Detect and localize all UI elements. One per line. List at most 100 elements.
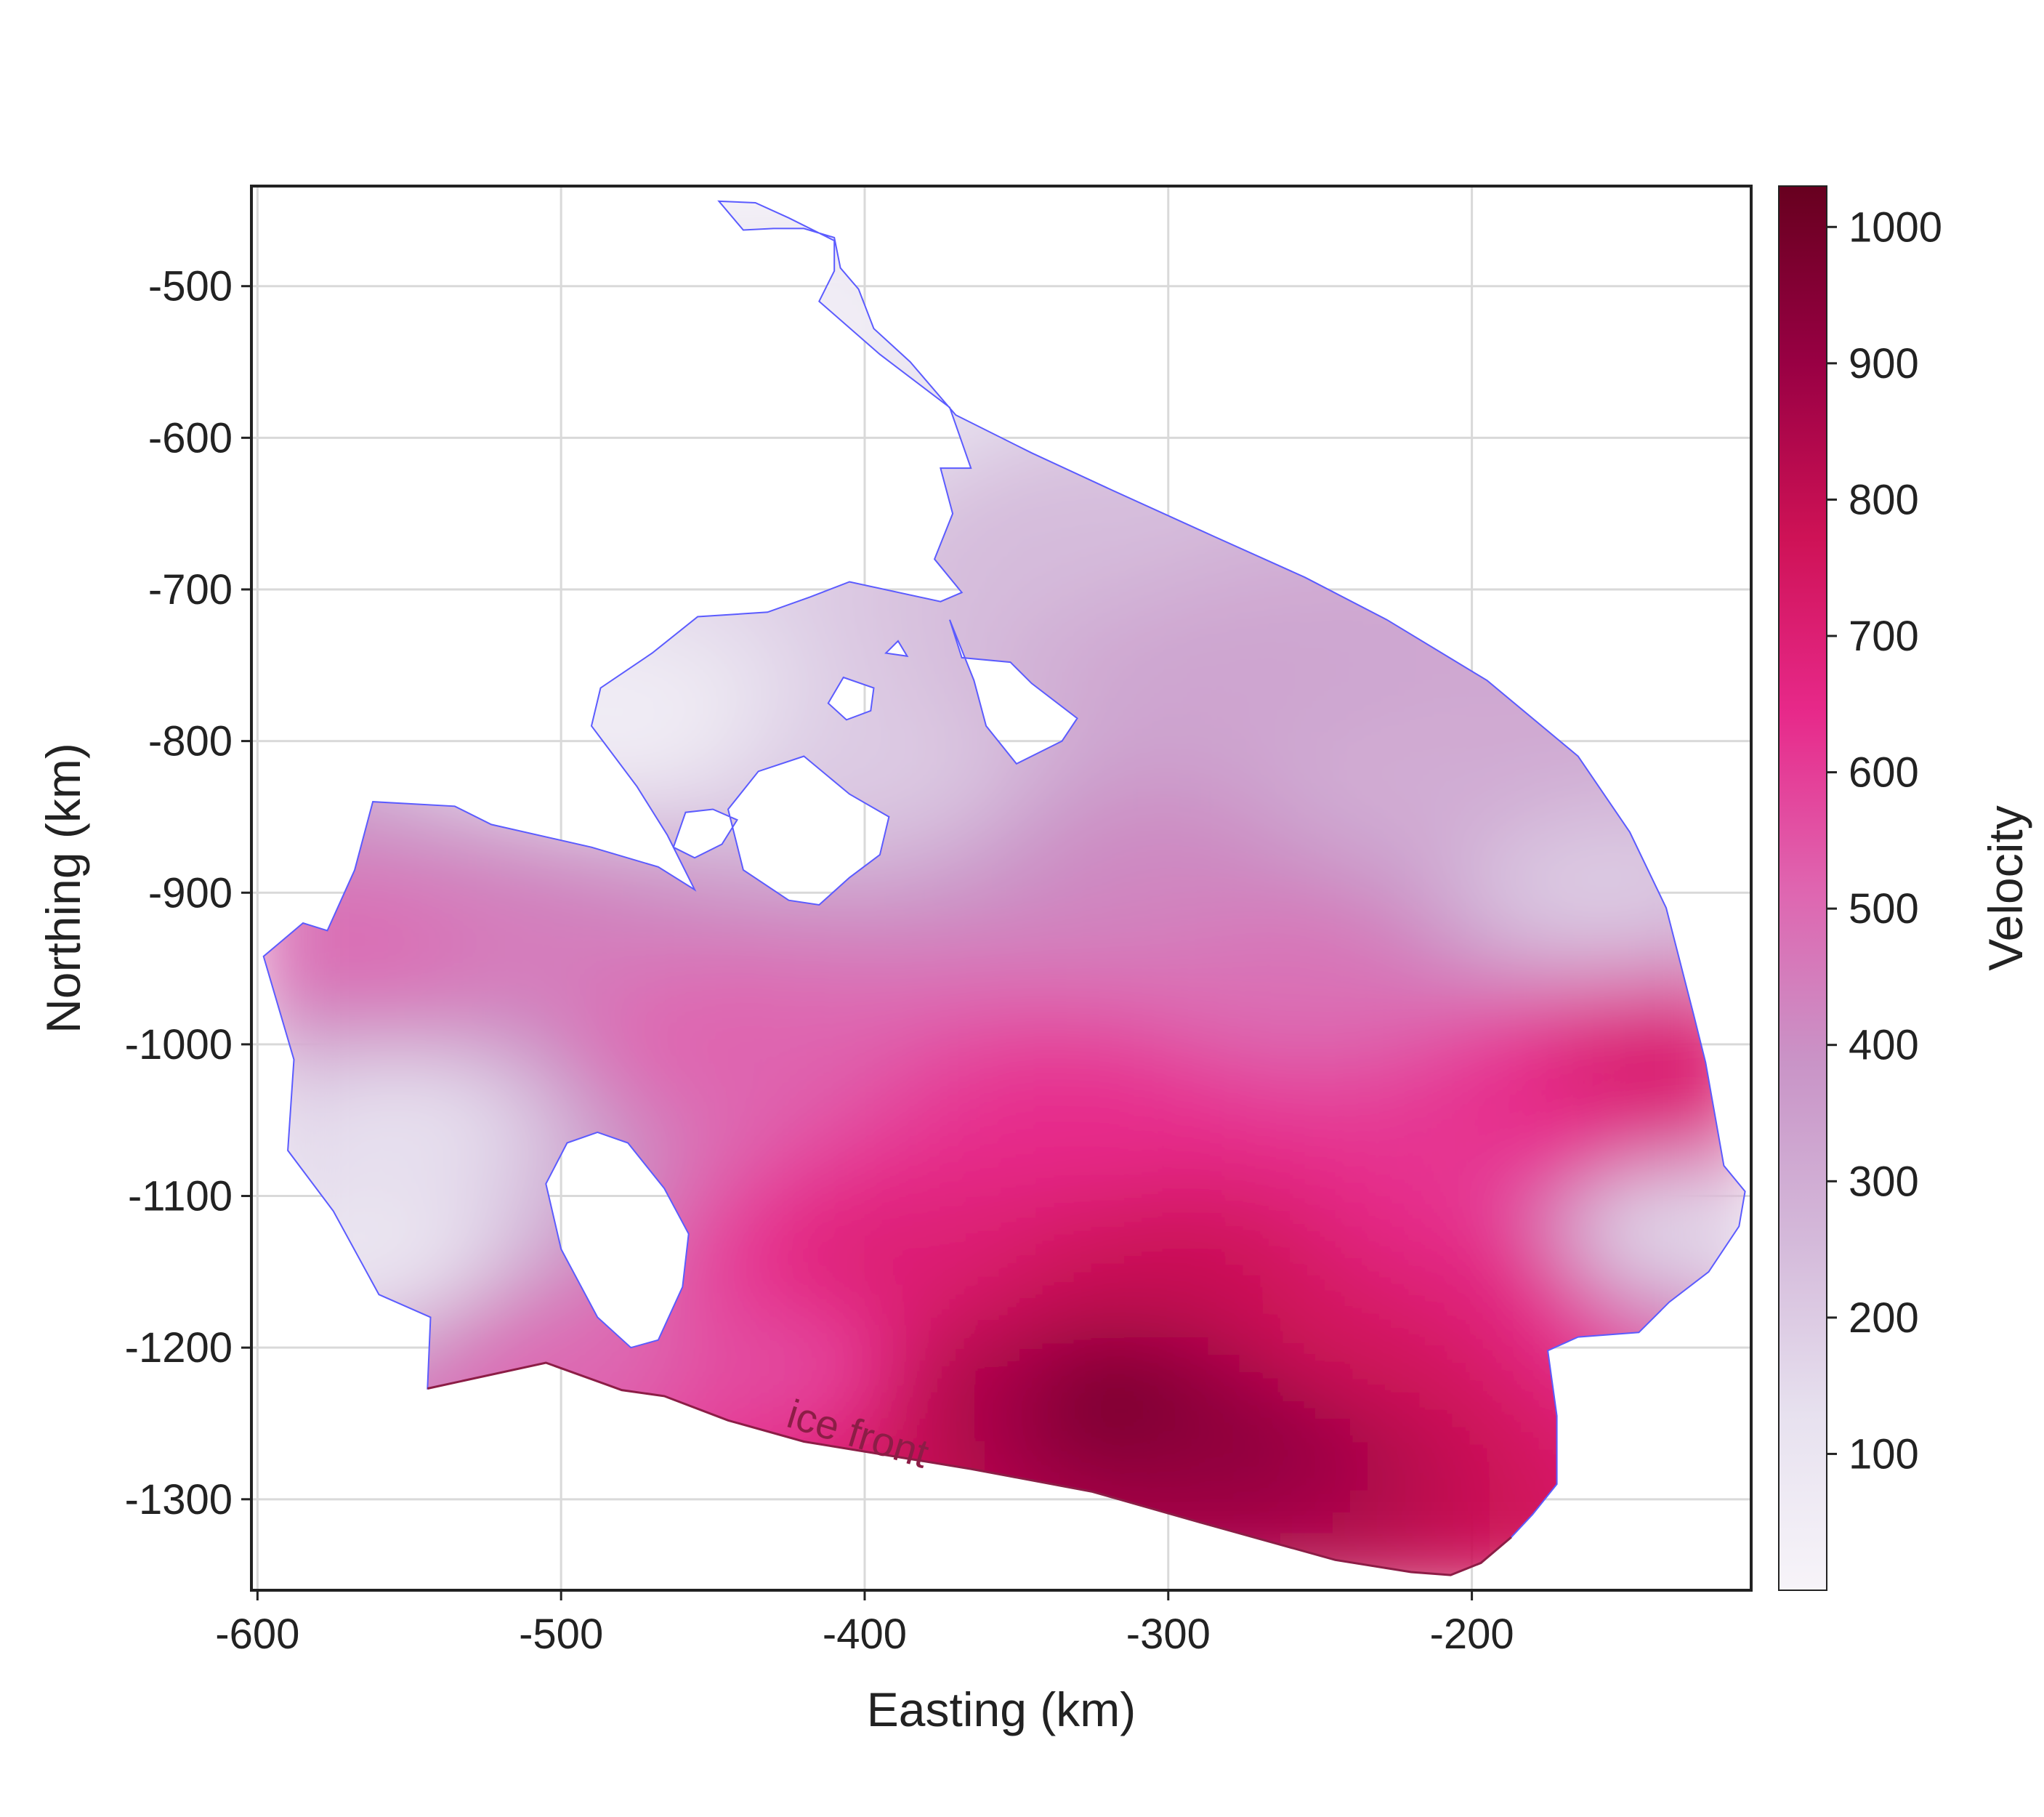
velocity-cell [1071, 901, 1089, 919]
velocity-cell [1176, 622, 1194, 640]
velocity-cell [1141, 727, 1159, 745]
velocity-cell [356, 988, 374, 1007]
velocity-cell [408, 831, 427, 850]
velocity-cell [879, 988, 897, 1007]
velocity-cell [530, 884, 549, 902]
velocity-cell [879, 605, 897, 623]
velocity-cell [496, 971, 514, 989]
velocity-cell [1123, 866, 1142, 885]
velocity-cell [1193, 901, 1211, 919]
velocity-cell [635, 936, 653, 954]
velocity-cell [1019, 1076, 1037, 1094]
velocity-cell [1472, 1076, 1490, 1094]
velocity-cell [1280, 709, 1298, 728]
velocity-cell [583, 1093, 601, 1111]
velocity-cell [897, 971, 915, 989]
velocity-cell [687, 622, 706, 640]
velocity-cell [1437, 849, 1455, 867]
velocity-cell [1054, 535, 1072, 553]
velocity-cell [1629, 1111, 1647, 1129]
velocity-cell [1263, 640, 1281, 658]
velocity-cell [618, 954, 636, 972]
velocity-cell [949, 674, 967, 693]
velocity-cell [1559, 971, 1578, 989]
velocity-cell [879, 936, 897, 954]
velocity-cell [1228, 866, 1246, 885]
velocity-cell [1472, 744, 1490, 762]
velocity-cell [722, 779, 740, 797]
velocity-cell [1298, 605, 1316, 623]
velocity-cell [1559, 849, 1578, 867]
velocity-cell [1542, 797, 1560, 815]
velocity-cell [1211, 919, 1229, 937]
velocity-cell [653, 936, 671, 954]
velocity-cell [1176, 831, 1194, 850]
velocity-cell [1577, 849, 1595, 867]
velocity-cell [827, 762, 845, 780]
velocity-cell [775, 954, 793, 972]
velocity-cell [1071, 535, 1089, 553]
velocity-cell [1629, 1163, 1647, 1181]
velocity-cell [321, 954, 339, 972]
velocity-cell [1158, 797, 1176, 815]
velocity-cell [757, 954, 775, 972]
velocity-cell [653, 727, 671, 745]
velocity-cell [1071, 587, 1089, 605]
velocity-cell [1054, 988, 1072, 1007]
velocity-cell [1542, 1076, 1560, 1094]
velocity-cell [653, 954, 671, 972]
velocity-cell [792, 1023, 810, 1042]
velocity-cell [1123, 605, 1142, 623]
velocity-cell [1036, 1076, 1054, 1094]
velocity-cell [1088, 1006, 1107, 1024]
velocity-cell [862, 622, 880, 640]
velocity-cell [1123, 692, 1142, 710]
velocity-cell [600, 1006, 618, 1024]
velocity-cell [496, 936, 514, 954]
velocity-cell [1455, 1023, 1473, 1042]
velocity-cell [1542, 884, 1560, 902]
velocity-cell [443, 901, 461, 919]
velocity-cell [1123, 570, 1142, 588]
velocity-cell [408, 1058, 427, 1076]
velocity-cell [1158, 692, 1176, 710]
velocity-cell [1594, 1076, 1612, 1094]
velocity-cell [548, 936, 566, 954]
velocity-cell [565, 901, 583, 919]
velocity-cell [1263, 1128, 1281, 1146]
velocity-cell [618, 936, 636, 954]
velocity-cell [687, 779, 706, 797]
velocity-cell [1106, 500, 1124, 518]
velocity-cell [705, 1180, 723, 1198]
velocity-cell [705, 709, 723, 728]
velocity-cell [1490, 1076, 1508, 1094]
velocity-cell [548, 1093, 566, 1111]
velocity-cell [1141, 1058, 1159, 1076]
velocity-cell [1211, 936, 1229, 954]
velocity-cell [1402, 727, 1421, 745]
velocity-cell [844, 1180, 863, 1198]
velocity-cell [443, 1180, 461, 1198]
velocity-cell [1594, 849, 1612, 867]
velocity-cell [687, 1128, 706, 1146]
velocity-cell [496, 1093, 514, 1111]
velocity-cell [1071, 831, 1089, 850]
velocity-cell [391, 814, 409, 832]
velocity-cell [1141, 535, 1159, 553]
velocity-cell [1228, 1041, 1246, 1059]
velocity-cell [1280, 797, 1298, 815]
velocity-cell [1472, 866, 1490, 885]
velocity-cell [583, 1041, 601, 1059]
velocity-cell [1524, 727, 1543, 745]
velocity-cell [1368, 1128, 1386, 1146]
velocity-cell [1036, 762, 1054, 780]
velocity-cell [984, 919, 1002, 937]
velocity-cell [1333, 1093, 1351, 1111]
velocity-cell [879, 1111, 897, 1129]
velocity-cell [1350, 674, 1368, 693]
velocity-cell [653, 1128, 671, 1146]
velocity-cell [461, 936, 479, 954]
velocity-cell [1071, 779, 1089, 797]
velocity-cell [1333, 1180, 1351, 1198]
velocity-cell [1211, 797, 1229, 815]
